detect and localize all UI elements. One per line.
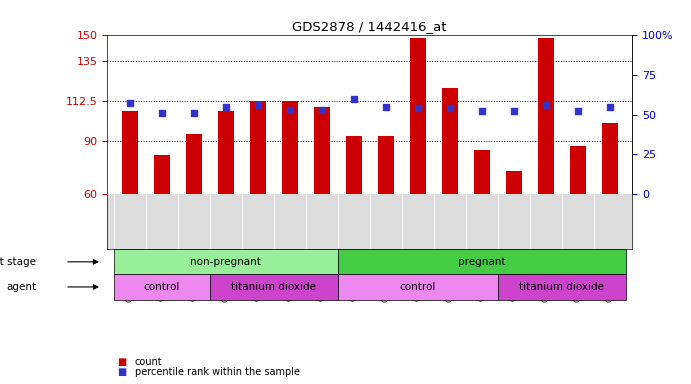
- Text: ■: ■: [117, 357, 126, 367]
- Point: [252, 102, 263, 108]
- Point: [380, 103, 391, 109]
- Bar: [570, 146, 586, 194]
- Bar: [602, 123, 618, 194]
- Point: [572, 108, 583, 114]
- Bar: [346, 136, 361, 194]
- Bar: [122, 111, 138, 194]
- Text: ■: ■: [117, 367, 126, 377]
- Bar: [314, 108, 330, 194]
- Bar: [338, 275, 498, 300]
- Point: [348, 96, 359, 102]
- Bar: [113, 249, 338, 275]
- Bar: [249, 101, 265, 194]
- Text: control: control: [399, 282, 436, 292]
- Bar: [378, 136, 394, 194]
- Bar: [498, 275, 626, 300]
- Bar: [338, 249, 626, 275]
- Bar: [442, 88, 457, 194]
- Text: count: count: [135, 357, 162, 367]
- Bar: [474, 150, 490, 194]
- Point: [509, 108, 520, 114]
- Text: titanium dioxide: titanium dioxide: [231, 282, 316, 292]
- Point: [413, 105, 424, 111]
- Text: percentile rank within the sample: percentile rank within the sample: [135, 367, 300, 377]
- Bar: [153, 156, 169, 194]
- Text: pregnant: pregnant: [458, 257, 506, 267]
- Text: non-pregnant: non-pregnant: [190, 257, 261, 267]
- Point: [284, 107, 295, 113]
- Point: [605, 103, 616, 109]
- Bar: [186, 134, 202, 194]
- Text: development stage: development stage: [0, 257, 36, 267]
- Point: [316, 107, 327, 113]
- Bar: [506, 171, 522, 194]
- Text: control: control: [143, 282, 180, 292]
- Title: GDS2878 / 1442416_at: GDS2878 / 1442416_at: [292, 20, 447, 33]
- Point: [476, 108, 487, 114]
- Bar: [538, 38, 553, 194]
- Point: [156, 110, 167, 116]
- Point: [444, 105, 455, 111]
- Text: titanium dioxide: titanium dioxide: [520, 282, 605, 292]
- Point: [188, 110, 199, 116]
- Text: agent: agent: [6, 282, 36, 292]
- Bar: [218, 111, 234, 194]
- Point: [124, 100, 135, 106]
- Bar: [209, 275, 338, 300]
- Point: [220, 103, 231, 109]
- Bar: [113, 275, 209, 300]
- Point: [540, 102, 551, 108]
- Bar: [410, 38, 426, 194]
- Bar: [282, 101, 298, 194]
